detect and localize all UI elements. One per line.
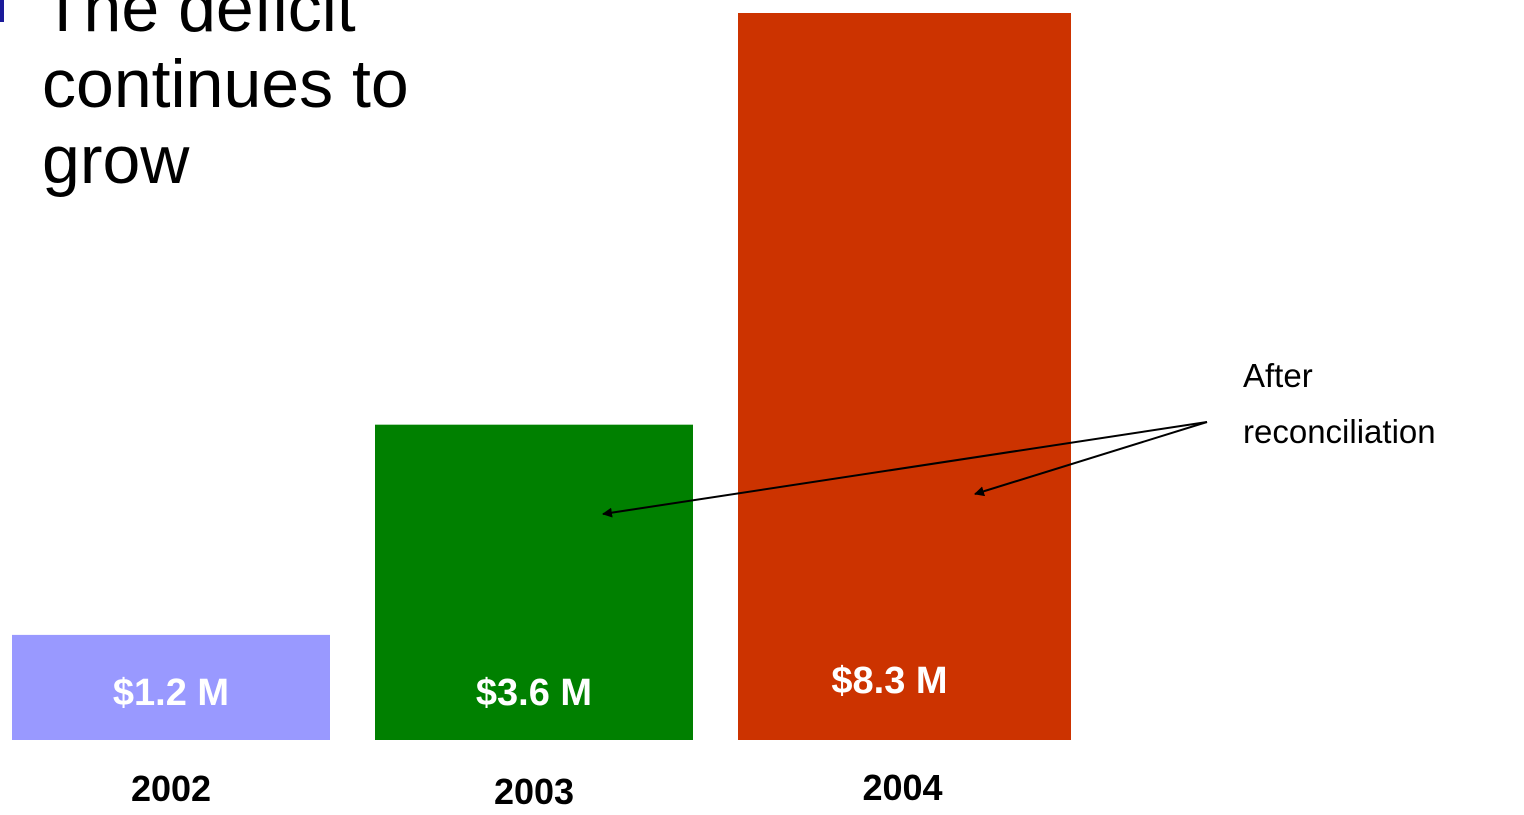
- annotation-arrow-2003: [602, 421, 1208, 518]
- annotation-arrow-2004: [974, 421, 1208, 497]
- annotation-line-2: reconciliation: [1243, 413, 1436, 450]
- value-label-2003: $3.6 M: [476, 672, 592, 714]
- value-label-2002: $1.2 M: [113, 672, 229, 714]
- bar-2003: [375, 424, 693, 740]
- bullet-marker: [0, 0, 4, 22]
- slide-title-line-3: grow: [42, 122, 190, 198]
- x-tick-label-2002: 2002: [131, 768, 211, 809]
- bars-group: $1.2 M 2002 $3.6 M 2003 $8.3 M 2004: [12, 13, 1071, 812]
- slide-title-line-1: The deficit: [42, 0, 356, 46]
- slide-title: The deficit continues to grow: [42, 0, 602, 198]
- x-tick-label-2004: 2004: [862, 767, 942, 808]
- x-tick-label-2003: 2003: [494, 771, 574, 812]
- annotation-group: After reconciliation: [602, 357, 1436, 518]
- annotation-line-1: After: [1243, 357, 1313, 394]
- bar-2004: [738, 13, 1071, 740]
- bar-2002: [12, 634, 330, 740]
- slide-title-line-2: continues to: [42, 46, 409, 122]
- value-label-2004: $8.3 M: [831, 660, 947, 702]
